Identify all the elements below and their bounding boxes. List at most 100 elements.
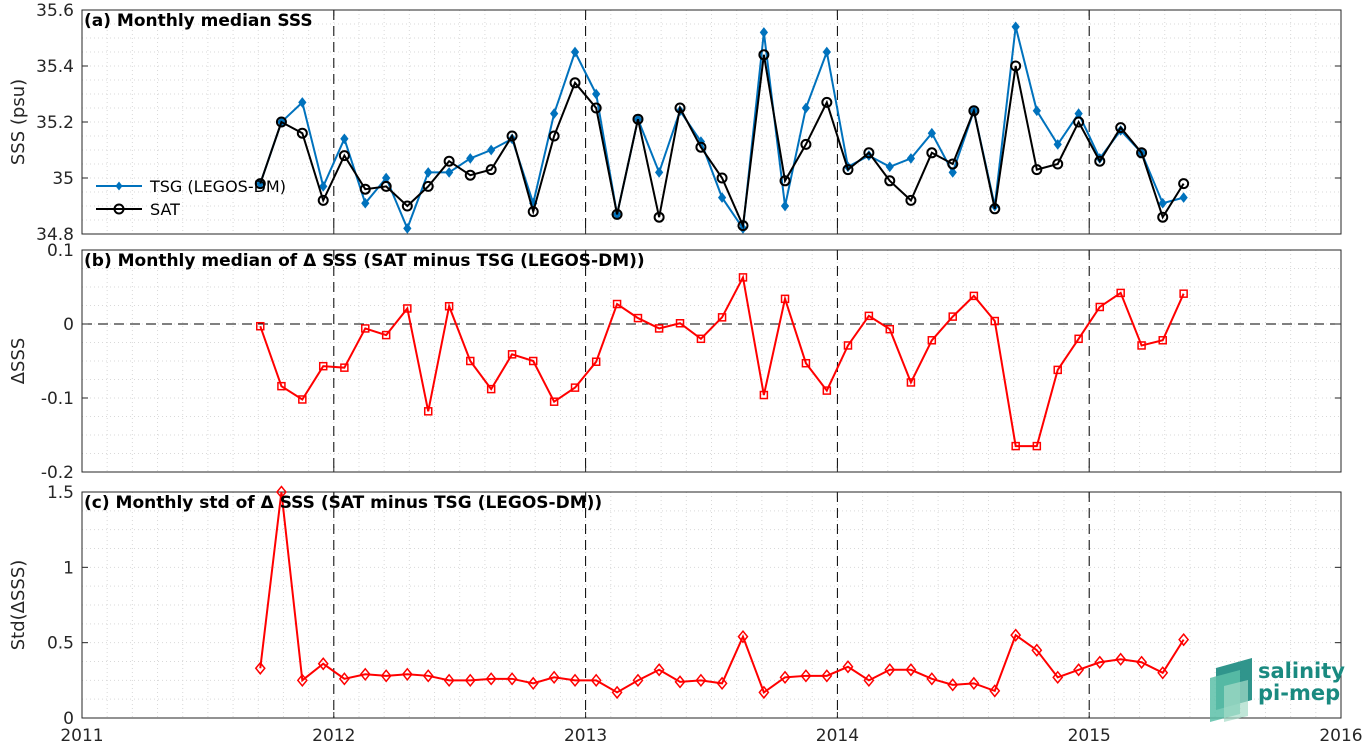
y-axis-label: ΔSSS (8, 338, 29, 385)
logo-wave-icon-3 (1224, 680, 1248, 722)
data-point-square (780, 294, 790, 304)
data-point-diamond (968, 676, 980, 691)
data-point-diamond (570, 46, 580, 58)
data-point-square (885, 324, 895, 334)
axes-box (81, 249, 1342, 473)
data-point-square (570, 383, 580, 392)
data-point-square (696, 334, 706, 344)
data-point-circle (821, 96, 833, 108)
data-point-square (549, 397, 559, 406)
data-point-diamond (948, 167, 957, 178)
data-point-diamond (1157, 666, 1169, 680)
data-point-diamond (1011, 21, 1020, 33)
data-point-diamond (822, 46, 831, 58)
data-point-circle (989, 203, 1001, 215)
data-point-square (507, 350, 517, 359)
y-tick-label: 0.1 (47, 241, 74, 261)
data-point-diamond (674, 675, 686, 689)
data-point-diamond (401, 667, 413, 681)
data-point-diamond (758, 685, 770, 700)
y-tick-label: 0.5 (47, 634, 74, 654)
data-point-diamond (821, 669, 833, 683)
legend-label: SAT (150, 200, 180, 219)
y-tick-label: -0.1 (41, 389, 74, 409)
series-line (259, 54, 1185, 230)
data-point-diamond (340, 133, 349, 145)
data-point-square (1158, 336, 1167, 345)
data-point-diamond (1053, 139, 1062, 150)
data-point-square (528, 356, 538, 366)
data-point-square (969, 291, 979, 301)
data-point-circle (359, 183, 371, 195)
y-tick-label: 0 (63, 709, 74, 729)
data-point-square (612, 299, 622, 309)
data-point-diamond (549, 108, 559, 119)
series-delta-2 (256, 273, 1188, 451)
data-point-circle (422, 180, 434, 192)
data-point-square (277, 381, 286, 391)
data-point-diamond (466, 153, 475, 164)
data-point-square (801, 358, 811, 368)
data-point-diamond (1158, 197, 1167, 209)
data-point-square (738, 273, 748, 282)
data-point-circle (716, 172, 728, 184)
data-point-circle (758, 49, 770, 61)
legend-label: TSG (LEGOS-DM) (149, 177, 286, 196)
data-point-circle (275, 116, 287, 128)
data-point-square (591, 357, 601, 366)
legend-marker-diamond (115, 181, 123, 191)
panel-title: (c) Monthly std of Δ SSS (SAT minus TSG … (84, 493, 602, 513)
data-point-square (1053, 365, 1062, 375)
x-tick-label: 2016 (1319, 726, 1362, 745)
data-point-circle (1178, 178, 1190, 190)
data-point-diamond (506, 672, 518, 686)
x-tick-label: 2013 (564, 726, 607, 745)
data-point-square (927, 336, 937, 345)
data-point-diamond (527, 676, 539, 691)
data-point-diamond (1094, 655, 1106, 669)
data-point-diamond (885, 161, 894, 173)
x-tick-label: 2011 (60, 726, 103, 745)
y-tick-label: 35.6 (36, 1, 74, 21)
data-point-diamond (1115, 652, 1127, 666)
data-point-square (906, 378, 916, 387)
data-point-diamond (1136, 655, 1148, 669)
data-point-circle (884, 175, 896, 187)
data-point-circle (443, 155, 455, 167)
data-point-diamond (296, 673, 308, 688)
data-point-circle (485, 164, 497, 176)
data-point-diamond (654, 167, 664, 178)
data-point-circle (506, 130, 518, 142)
data-point-square (759, 390, 769, 400)
data-point-square (486, 384, 496, 394)
data-point-diamond (548, 670, 560, 685)
data-point-circle (1094, 155, 1106, 167)
data-point-diamond (779, 670, 791, 685)
y-axis-label: SSS (psu) (8, 79, 29, 165)
y-tick-label: 35.4 (36, 57, 74, 77)
data-point-square (822, 386, 832, 395)
data-point-diamond (487, 144, 496, 156)
x-tick-label: 2012 (312, 726, 355, 745)
data-point-diamond (927, 127, 936, 139)
series-line (259, 274, 1185, 448)
data-point-circle (905, 194, 917, 206)
data-point-circle (968, 105, 980, 117)
salinity-pi-mep-logo: salinity pi-mep (1210, 658, 1345, 722)
data-point-square (256, 321, 265, 331)
data-point-square (298, 395, 307, 404)
y-tick-label: 0 (63, 315, 74, 335)
data-point-diamond (632, 673, 644, 688)
data-point-diamond (359, 667, 371, 681)
data-point-circle (548, 130, 560, 142)
series-line (259, 491, 1185, 694)
data-point-diamond (464, 673, 476, 688)
data-point-diamond (800, 669, 812, 683)
data-point-circle (1010, 60, 1022, 72)
data-point-circle (380, 180, 392, 192)
panel-title: (a) Monthly median SSS (84, 11, 313, 31)
data-point-square (675, 319, 685, 328)
data-point-circle (527, 206, 539, 218)
data-point-square (1137, 341, 1146, 350)
